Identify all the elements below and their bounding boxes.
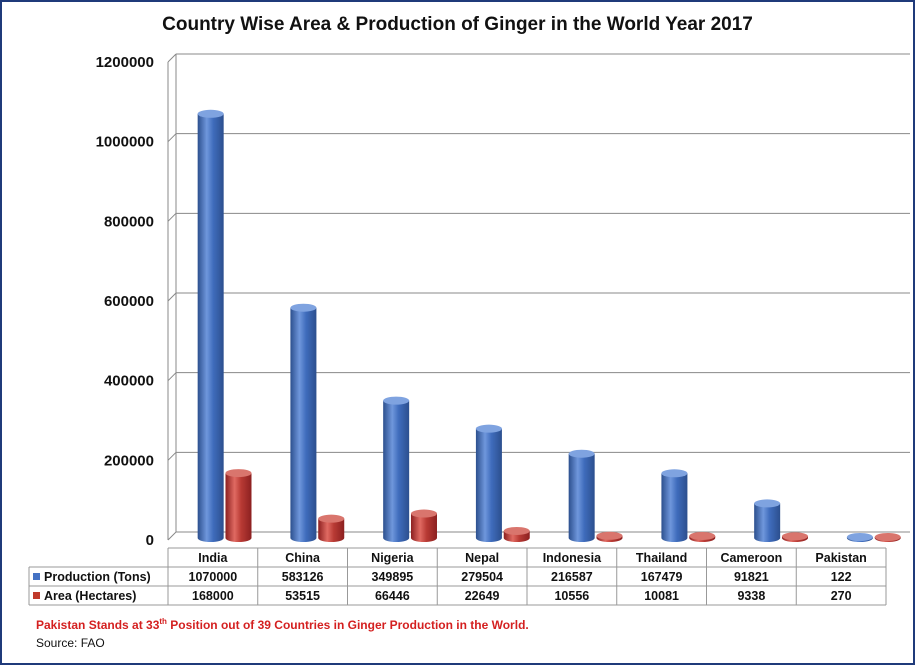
gridline-diag: [167, 133, 177, 143]
footnote-sup: th: [159, 617, 167, 626]
gridline-diag: [167, 212, 177, 222]
y-tick-label: 600000: [104, 293, 154, 310]
bar-top: [781, 532, 808, 541]
data-label: 91821: [734, 570, 769, 584]
y-tick-label: 200000: [104, 452, 154, 469]
legend-label: Area (Hectares): [44, 589, 136, 603]
data-label: 10556: [554, 589, 589, 603]
gridline-diag: [167, 292, 177, 302]
bar-top: [197, 109, 224, 118]
data-label: 9338: [737, 589, 765, 603]
x-tick-label: Nepal: [465, 551, 499, 565]
bar-production-nepal: [475, 428, 502, 542]
bar-area-nigeria: [410, 513, 437, 542]
data-label: 216587: [551, 570, 593, 584]
data-label: 349895: [372, 570, 414, 584]
x-tick-label: Pakistan: [815, 551, 866, 565]
footnote-suffix: Position out of 39 Countries in Ginger P…: [166, 618, 529, 632]
bar-area-india: [225, 473, 252, 542]
data-label: 167479: [641, 570, 683, 584]
bar-production-indonesia: [568, 453, 595, 542]
data-label: 66446: [375, 589, 410, 603]
data-label: 22649: [465, 589, 500, 603]
bar-top: [225, 469, 252, 478]
footnote-prefix: Pakistan Stands at 33: [36, 618, 160, 632]
footnote: Pakistan Stands at 33th Position out of …: [36, 617, 529, 632]
y-tick-label: 1200000: [96, 54, 154, 71]
data-label: 10081: [644, 589, 679, 603]
legend-swatch: [33, 592, 40, 599]
bar-top: [689, 531, 716, 540]
bar-production-thailand: [661, 473, 688, 542]
y-tick-label: 400000: [104, 373, 154, 390]
gridline-diag: [167, 53, 177, 63]
data-label: 168000: [192, 589, 234, 603]
bar-top: [754, 499, 781, 508]
bar-production-cameroon: [754, 503, 781, 542]
data-label: 122: [831, 570, 852, 584]
bar-production-china: [290, 307, 317, 542]
data-label: 279504: [461, 570, 503, 584]
bar-top: [568, 449, 595, 458]
data-label: 1070000: [189, 570, 238, 584]
x-tick-label: India: [198, 551, 228, 565]
bar-top: [410, 509, 437, 518]
bar-top: [596, 531, 623, 540]
chart-title: Country Wise Area & Production of Ginger…: [162, 14, 753, 35]
legend-swatch: [33, 573, 40, 580]
y-tick-label: 800000: [104, 213, 154, 230]
bar-area-china: [318, 518, 345, 542]
x-tick-label: Nigeria: [371, 551, 414, 565]
x-tick-label: Thailand: [636, 551, 687, 565]
bar-top: [846, 533, 873, 541]
plot-wall: [168, 54, 910, 540]
bar-top: [290, 303, 317, 312]
bar-top: [874, 533, 901, 541]
gridline-diag: [167, 531, 177, 541]
bar-production-nigeria: [383, 400, 410, 542]
bar-top: [661, 469, 688, 478]
bar-top: [503, 526, 530, 535]
data-label: 270: [831, 589, 852, 603]
bar-production-india: [197, 113, 224, 543]
x-tick-label: Indonesia: [543, 551, 602, 565]
bar-top: [383, 396, 410, 405]
x-tick-label: China: [285, 551, 321, 565]
legend-label: Production (Tons): [44, 570, 151, 584]
data-label: 583126: [282, 570, 324, 584]
bar-top: [475, 424, 502, 433]
data-label: 53515: [285, 589, 320, 603]
bar-top: [318, 514, 345, 523]
y-tick-label: 0: [146, 532, 154, 549]
y-tick-label: 1000000: [96, 134, 154, 151]
gridline-diag: [167, 451, 177, 461]
x-tick-label: Cameroon: [720, 551, 782, 565]
source-note: Source: FAO: [36, 636, 105, 650]
gridline-diag: [167, 372, 177, 382]
